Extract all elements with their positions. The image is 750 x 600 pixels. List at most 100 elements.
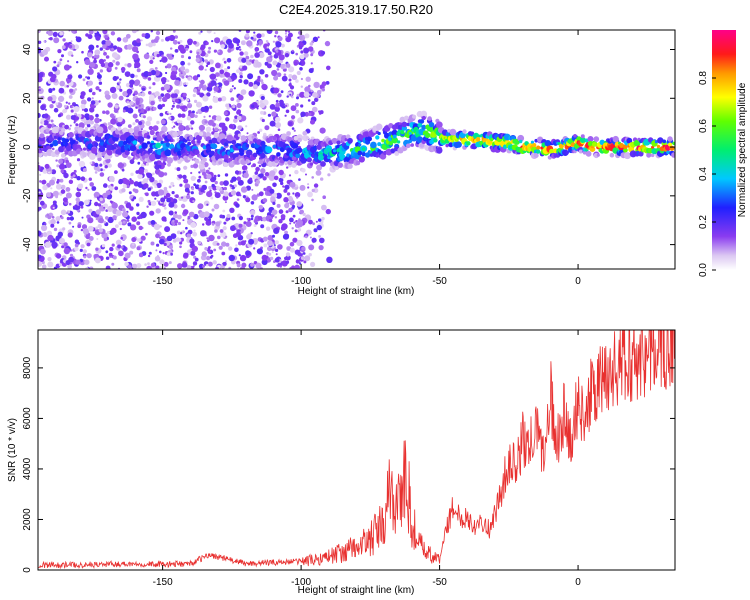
spectrogram-ridge-dot [284, 162, 288, 166]
spectrogram-noise-dot [102, 110, 106, 114]
spectrogram-noise-dot [99, 172, 105, 177]
y-tick-label: 6000 [22, 407, 33, 430]
spectrogram-noise-dot [176, 167, 181, 172]
spectrogram-noise-dot [105, 55, 110, 59]
spectrogram-noise-dot [198, 80, 201, 83]
spectrogram-noise-dot [236, 109, 241, 114]
spectrogram-noise-dot [251, 194, 258, 201]
spectrogram-ridge-dot [252, 152, 258, 158]
spectrogram-noise-dot [288, 66, 295, 73]
spectrogram-noise-dot [275, 192, 282, 199]
spectrogram-noise-dot [130, 224, 137, 231]
spectrogram-noise-dot [156, 120, 160, 125]
spectrogram-ridge-dot [61, 128, 66, 133]
spectrogram-noise-dot [88, 236, 94, 241]
spectrogram-noise-dot [296, 70, 301, 76]
spectrogram-noise-dot [156, 182, 162, 189]
spectrogram-noise-dot [285, 30, 288, 33]
spectrogram-noise-dot [190, 164, 194, 168]
spectrogram-noise-dot [266, 30, 273, 34]
spectrogram-noise-dot [242, 41, 246, 45]
spectrogram-noise-dot [110, 200, 113, 204]
spectrogram-ridge-dot [202, 157, 207, 162]
spectrogram-noise-dot [215, 115, 222, 122]
spectrogram-noise-dot [320, 177, 324, 181]
spectrogram-noise-dot [126, 184, 130, 189]
spectrogram-noise-dot [239, 75, 243, 79]
spectrogram-noise-dot [160, 93, 165, 97]
spectrogram-noise-dot [202, 264, 206, 268]
spectrogram-noise-dot [39, 180, 42, 183]
spectrogram-noise-dot [128, 191, 132, 195]
spectrogram-noise-dot [261, 259, 268, 266]
spectrogram-noise-dot [166, 63, 172, 69]
spectrogram-ridge-dot [420, 110, 428, 118]
spectrogram-noise-dot [119, 78, 122, 81]
spectrogram-noise-dot [184, 187, 190, 193]
spectrogram-noise-dot [227, 66, 231, 70]
spectrogram-noise-dot [117, 47, 123, 53]
spectrogram-noise-dot [105, 110, 110, 115]
spectrogram-ridge-dot [187, 141, 192, 146]
spectrogram-noise-dot [177, 221, 181, 226]
spectrogram-noise-dot [68, 179, 74, 184]
spectrogram-noise-dot [104, 94, 109, 99]
spectrogram-noise-dot [263, 187, 267, 191]
spectrogram-noise-dot [197, 203, 204, 210]
spectrogram-noise-dot [120, 66, 126, 72]
spectrogram-noise-dot [190, 221, 197, 228]
spectrogram-noise-dot [321, 87, 326, 92]
spectrogram-noise-dot [91, 56, 95, 59]
spectrogram-noise-dot [204, 247, 208, 251]
spectrogram-noise-dot [167, 162, 171, 167]
spectrogram-noise-dot [58, 158, 64, 164]
bottom-y-axis-label: SNR (10 * v/v) [7, 418, 18, 482]
spectrogram-noise-dot [179, 120, 183, 124]
spectrogram-noise-dot [181, 262, 188, 268]
spectrogram-noise-dot [181, 105, 188, 112]
spectrogram-ridge-dot [165, 142, 171, 147]
spectrogram-noise-dot [108, 67, 112, 71]
y-tick-label: -20 [22, 188, 33, 203]
spectrogram-noise-dot [46, 230, 53, 236]
spectrogram-noise-dot [321, 81, 327, 87]
spectrogram-noise-dot [159, 259, 165, 265]
spectrogram-noise-dot [308, 68, 314, 74]
spectrogram-noise-dot [95, 86, 100, 91]
spectrogram-ridge-dot [173, 155, 178, 161]
spectrogram-noise-dot [312, 92, 318, 98]
spectrogram-noise-dot [180, 72, 183, 75]
spectrogram-noise-dot [256, 248, 263, 255]
spectrogram-noise-dot [208, 115, 211, 118]
spectrogram-ridge-dot [377, 142, 382, 147]
spectrogram-noise-dot [146, 205, 149, 208]
spectrogram-noise-dot [147, 77, 152, 81]
spectrogram-noise-dot [143, 53, 150, 60]
spectrogram-noise-dot [208, 185, 213, 190]
spectrogram-noise-dot [159, 225, 162, 228]
spectrogram-noise-dot [69, 253, 74, 257]
spectrogram-noise-dot [295, 259, 300, 264]
spectrogram-noise-dot [135, 100, 140, 106]
spectrogram-ridge-dot [358, 156, 365, 163]
spectrogram-noise-dot [43, 120, 49, 126]
spectrogram-noise-dot [59, 58, 63, 62]
spectrogram-noise-dot [198, 31, 202, 35]
spectrogram-noise-dot [120, 163, 125, 167]
spectrogram-noise-dot [275, 99, 279, 103]
spectrogram-noise-dot [256, 33, 262, 39]
spectrogram-noise-dot [132, 196, 137, 200]
spectrogram-noise-dot [215, 185, 221, 190]
spectrogram-noise-dot [296, 196, 299, 199]
spectrogram-noise-dot [52, 206, 55, 209]
spectrogram-noise-dot [272, 40, 275, 43]
spectrogram-noise-dot [135, 119, 139, 123]
spectrogram-noise-dot [218, 245, 223, 250]
spectrogram-ridge-dot [206, 132, 212, 138]
spectrogram-noise-dot [155, 30, 161, 36]
spectrogram-noise-dot [174, 167, 178, 170]
spectrogram-ridge-dot [137, 135, 145, 143]
spectrogram-noise-dot [47, 257, 52, 262]
spectrogram-noise-dot [310, 62, 313, 65]
spectrogram-ridge-dot [587, 136, 594, 142]
